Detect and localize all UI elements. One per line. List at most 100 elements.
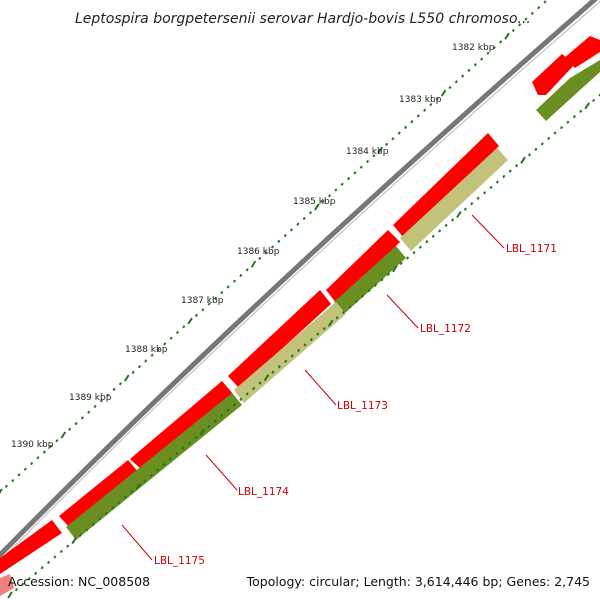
minor-tick <box>361 294 365 298</box>
major-tick <box>0 488 3 494</box>
minor-tick <box>289 228 294 232</box>
cds-forward[interactable] <box>326 230 400 304</box>
minor-tick <box>572 115 576 119</box>
cds-reverse[interactable] <box>66 393 242 540</box>
minor-tick <box>123 495 127 499</box>
reverse-cds-track <box>66 60 600 540</box>
minor-tick <box>91 522 95 527</box>
gene-label[interactable]: LBL_1173 <box>337 400 388 412</box>
minor-tick <box>213 296 218 300</box>
minor-tick <box>53 555 57 559</box>
minor-tick <box>435 97 439 101</box>
minor-tick <box>78 533 83 537</box>
minor-tick <box>283 233 287 238</box>
cds-reverse[interactable] <box>234 302 346 403</box>
gene-label[interactable]: LBL_1174 <box>238 486 289 498</box>
minor-tick <box>245 392 249 396</box>
minor-tick <box>321 199 325 204</box>
minor-tick <box>527 153 532 157</box>
minor-tick <box>93 404 97 409</box>
minor-tick <box>290 354 294 358</box>
minor-tick <box>476 196 480 200</box>
minor-tick <box>397 131 401 135</box>
minor-tick <box>499 40 503 44</box>
minor-tick <box>194 313 199 318</box>
minor-tick <box>55 439 59 443</box>
minor-tick <box>149 473 153 478</box>
minor-tick <box>270 245 275 249</box>
minor-tick <box>68 427 72 431</box>
minor-tick <box>335 316 339 320</box>
major-tick <box>314 203 320 211</box>
major-tick <box>7 591 13 599</box>
minor-tick <box>11 478 15 483</box>
minor-tick <box>354 299 358 304</box>
minor-tick <box>40 566 44 570</box>
cds-forward[interactable] <box>59 460 139 528</box>
minor-tick <box>277 365 281 369</box>
minor-tick <box>373 283 378 287</box>
kbp-label: 1383 kbp <box>399 95 442 105</box>
gene-label[interactable]: LBL_1171 <box>506 243 557 255</box>
leader-line <box>471 214 505 249</box>
forward-cds-track <box>0 36 600 574</box>
minor-tick <box>42 450 46 454</box>
minor-tick <box>467 68 471 73</box>
minor-tick <box>239 397 243 402</box>
minor-tick <box>429 102 433 107</box>
minor-tick <box>104 511 108 516</box>
kbp-label: 1387 kbp <box>181 296 224 306</box>
kbp-label: 1389 kbp <box>69 393 112 403</box>
cds-forward[interactable] <box>564 36 600 68</box>
minor-tick <box>143 479 147 483</box>
cds-shadow <box>0 574 14 596</box>
cds-reverse[interactable] <box>400 148 508 251</box>
minor-tick <box>438 229 442 233</box>
minor-tick <box>399 261 403 266</box>
minor-tick <box>130 490 134 494</box>
minor-tick <box>308 211 313 215</box>
gene-label[interactable]: LBL_1172 <box>420 323 471 335</box>
minor-tick <box>406 256 410 260</box>
minor-tick <box>85 528 89 532</box>
minor-tick <box>386 272 390 277</box>
minor-tick <box>252 386 256 391</box>
cds-forward[interactable] <box>130 381 233 470</box>
minor-tick <box>4 484 8 488</box>
minor-tick <box>547 136 551 141</box>
minor-tick <box>111 506 115 510</box>
leader-line <box>304 369 337 406</box>
cds-forward[interactable] <box>393 133 499 238</box>
minor-tick <box>118 382 122 386</box>
minor-tick <box>59 549 63 554</box>
cds-reverse[interactable] <box>334 246 406 314</box>
cds-reverse[interactable] <box>536 60 600 121</box>
major-tick <box>71 537 77 545</box>
minor-tick <box>245 268 249 272</box>
minor-tick <box>181 446 185 450</box>
cds-forward[interactable] <box>0 520 62 574</box>
cds-forward[interactable] <box>532 54 575 95</box>
minor-tick <box>489 185 493 190</box>
major-tick <box>392 265 398 273</box>
minor-tick <box>450 218 455 222</box>
minor-tick <box>98 517 102 521</box>
major-tick <box>135 482 142 490</box>
minor-tick <box>156 347 160 352</box>
minor-tick <box>380 278 384 282</box>
cds-forward[interactable] <box>228 290 331 388</box>
minor-tick <box>365 159 370 164</box>
minor-tick <box>297 348 301 353</box>
minor-tick <box>579 109 583 113</box>
minor-tick <box>226 408 230 412</box>
major-tick <box>520 156 526 164</box>
minor-tick <box>155 468 160 472</box>
minor-tick <box>49 444 53 449</box>
minor-tick <box>66 544 70 548</box>
gene-labels: LBL_1171 LBL_1172 LBL_1173 LBL_1174 LBL_… <box>154 243 557 567</box>
minor-tick <box>391 137 395 141</box>
minor-tick <box>106 393 110 397</box>
gene-label[interactable]: LBL_1175 <box>154 555 205 567</box>
minor-tick <box>271 370 275 374</box>
